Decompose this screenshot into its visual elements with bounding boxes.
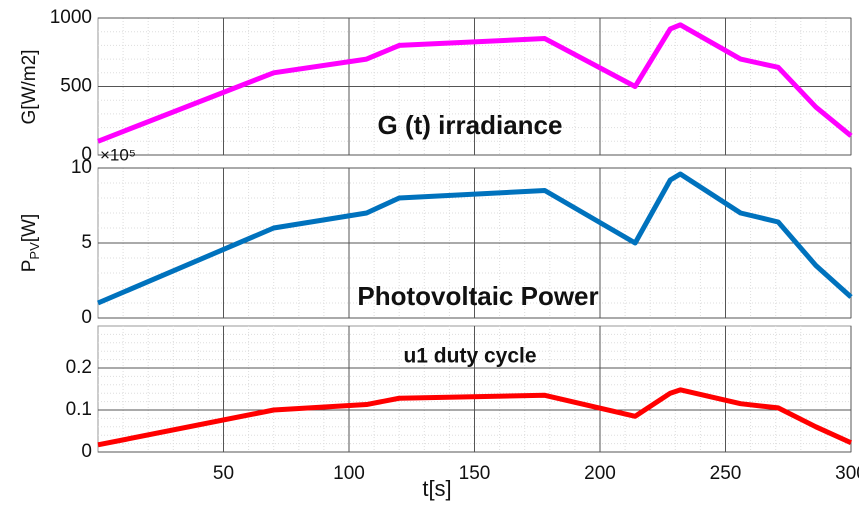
data-line [97,387,853,448]
y-tick-label: 0 [81,441,92,462]
y-tick-label: 0.2 [66,357,92,378]
data-line [97,171,853,306]
chart-title: G (t) irradiance [378,110,563,140]
x-tick-label: 300 [835,463,859,484]
y-tick-label: 0 [81,307,92,328]
y-tick-label: 1000 [50,7,92,28]
x-tick-label: 50 [213,463,234,484]
y-axis-label: PPV[W] [19,214,42,273]
x-axis-label: t[s] [422,476,451,501]
y-tick-label: 5 [81,232,92,253]
x-tick-label: 200 [584,463,616,484]
y-exponent: ×10⁵ [100,145,136,164]
chart-title: u1 duty cycle [403,345,536,368]
y-tick-label: 0.1 [66,399,92,420]
chart-title: Photovoltaic Power [357,281,598,311]
y-tick-label: 10 [71,157,92,178]
y-tick-label: 0 [81,144,92,165]
y-label-main: P [19,260,40,273]
data-line [97,22,853,144]
x-tick-label: 250 [710,463,742,484]
y-label-sub: PV [27,242,42,260]
x-tick-label: 150 [459,463,491,484]
x-tick-label: 100 [333,463,365,484]
y-tick-label: 500 [60,76,92,97]
y-label-unit: [W] [19,214,40,243]
y-axis-label: G[W/m2] [19,50,40,125]
